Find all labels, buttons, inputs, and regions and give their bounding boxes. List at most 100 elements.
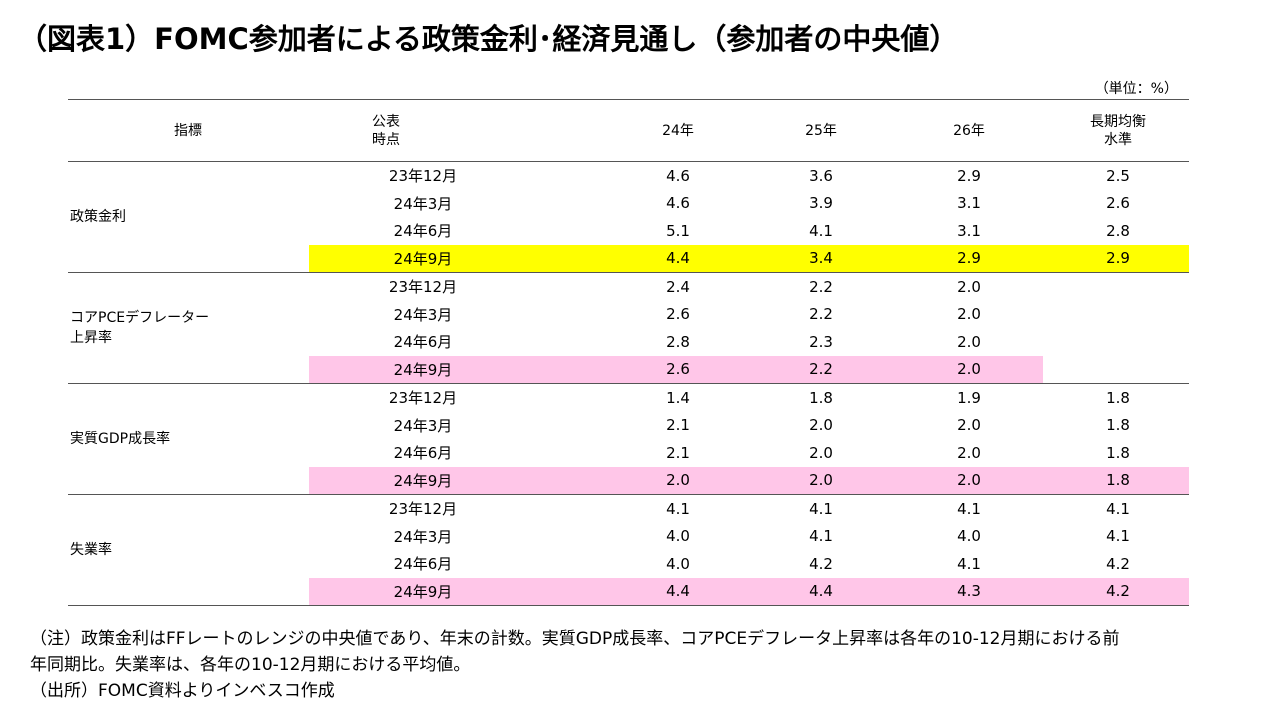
table-body: 政策金利 23年12月 4.6 3.6 2.9 2.5 24年3月 4.6 3.9 3.1 2.6 2… bbox=[68, 162, 1189, 606]
value-cell-v25: 2.0 bbox=[809, 443, 833, 462]
value-cell-v24: 4.1 bbox=[666, 499, 690, 518]
value-cell-v25: 4.4 bbox=[809, 582, 833, 601]
published-date-cell: 24年3月 bbox=[393, 305, 453, 324]
value-cell-lr: 2.9 bbox=[1106, 249, 1130, 268]
value-cell-v24: 5.1 bbox=[666, 221, 690, 240]
value-cell-v25: 2.3 bbox=[809, 332, 833, 351]
value-cell-v26: 2.0 bbox=[957, 416, 981, 435]
value-cell-v24: 4.0 bbox=[666, 527, 690, 546]
table-row: 23年12月 1.4 1.8 1.9 1.8 bbox=[68, 384, 1189, 412]
value-cell-lr: 2.5 bbox=[1106, 166, 1130, 185]
note-line-1: （注）政策金利はFFレートのレンジの中央値であり、年末の計数。実質GDP成長率、… bbox=[30, 629, 1120, 649]
table-row: 24年6月 2.1 2.0 2.0 1.8 bbox=[68, 439, 1189, 467]
table-row: 24年3月 4.6 3.9 3.1 2.6 bbox=[68, 190, 1189, 218]
value-cell-v26: 3.1 bbox=[957, 194, 981, 213]
value-cell-lr: 4.1 bbox=[1106, 499, 1130, 518]
unit-label: （単位：%） bbox=[1094, 81, 1178, 97]
value-cell-v26: 2.0 bbox=[957, 471, 981, 490]
value-cell-v26: 2.0 bbox=[957, 305, 981, 324]
table-row: 23年12月 4.6 3.6 2.9 2.5 bbox=[68, 162, 1189, 190]
published-date-cell: 24年9月 bbox=[393, 360, 453, 379]
value-cell-v25: 4.1 bbox=[809, 499, 833, 518]
value-cell-v24: 2.8 bbox=[666, 332, 690, 351]
value-cell-v26: 2.0 bbox=[957, 277, 981, 296]
value-cell-v26: 2.9 bbox=[957, 249, 981, 268]
value-cell-lr: 2.8 bbox=[1106, 221, 1130, 240]
value-cell-v26: 2.0 bbox=[957, 443, 981, 462]
indicator-group: 実質GDP成長率 23年12月 1.4 1.8 1.9 1.8 24年3月 2.1 2.0 2.0… bbox=[68, 384, 1189, 495]
value-cell-lr: 4.2 bbox=[1106, 582, 1130, 601]
table-row: 24年3月 2.6 2.2 2.0 bbox=[68, 301, 1189, 329]
value-cell-v24: 4.6 bbox=[666, 166, 690, 185]
header-y25: 25年 bbox=[805, 122, 837, 139]
header-longrun-line1: 長期均衡 bbox=[1090, 113, 1146, 130]
published-date-cell: 24年6月 bbox=[393, 444, 453, 463]
value-cell-lr: 1.8 bbox=[1106, 416, 1130, 435]
indicator-label-line1: 実質GDP成長率 bbox=[70, 431, 171, 447]
table-row: 24年9月 2.0 2.0 2.0 1.8 bbox=[68, 466, 1189, 494]
published-date-cell: 24年6月 bbox=[393, 222, 453, 241]
published-date-cell: 24年3月 bbox=[393, 416, 453, 435]
footnotes: （注）政策金利はFFレートのレンジの中央値であり、年末の計数。実質GDP成長率、… bbox=[30, 626, 1260, 704]
indicator-label-line2: 上昇率 bbox=[70, 330, 112, 346]
value-cell-lr bbox=[1058, 301, 1178, 329]
table-top-rule bbox=[68, 99, 1189, 100]
forecast-table: 指標 公表 時点 24年 25年 26年 長期均衡 水準 政策金利 23年12月 4.6… bbox=[68, 99, 1189, 606]
header-indicator: 指標 bbox=[174, 122, 202, 139]
value-cell-lr bbox=[1058, 273, 1178, 301]
published-date-cell: 23年12月 bbox=[388, 500, 458, 519]
value-cell-v25: 4.1 bbox=[809, 527, 833, 546]
published-date-cell: 24年3月 bbox=[393, 527, 453, 546]
value-cell-v25: 3.6 bbox=[809, 166, 833, 185]
value-cell-v26: 2.0 bbox=[957, 332, 981, 351]
source-line: （出所）FOMC資料よりインベスコ作成 bbox=[30, 681, 335, 701]
indicator-group: 政策金利 23年12月 4.6 3.6 2.9 2.5 24年3月 4.6 3.9 3.1 2.6 2… bbox=[68, 162, 1189, 273]
indicator-label: 政策金利 bbox=[70, 162, 270, 272]
value-cell-v26: 4.1 bbox=[957, 554, 981, 573]
indicator-label-line1: 失業率 bbox=[70, 542, 112, 558]
value-cell-v26: 2.9 bbox=[957, 166, 981, 185]
published-date-cell: 24年9月 bbox=[393, 471, 453, 490]
table-row: 23年12月 4.1 4.1 4.1 4.1 bbox=[68, 495, 1189, 523]
value-cell-v25: 2.2 bbox=[809, 277, 833, 296]
table-row: 24年9月 4.4 3.4 2.9 2.9 bbox=[68, 244, 1189, 272]
value-cell-v26: 2.0 bbox=[957, 360, 981, 379]
table-row: 24年6月 2.8 2.3 2.0 bbox=[68, 328, 1189, 356]
value-cell-v25: 2.2 bbox=[809, 360, 833, 379]
value-cell-v24: 4.4 bbox=[666, 249, 690, 268]
indicator-label: コアPCEデフレーター 上昇率 bbox=[70, 273, 270, 383]
header-y26: 26年 bbox=[953, 122, 985, 139]
latest-row-highlight bbox=[309, 244, 1189, 272]
value-cell-v24: 2.6 bbox=[666, 360, 690, 379]
value-cell-v26: 4.0 bbox=[957, 527, 981, 546]
value-cell-v26: 1.9 bbox=[957, 388, 981, 407]
value-cell-v24: 4.4 bbox=[666, 582, 690, 601]
value-cell-lr: 1.8 bbox=[1106, 471, 1130, 490]
value-cell-v24: 2.6 bbox=[666, 305, 690, 324]
indicator-group: コアPCEデフレーター 上昇率 23年12月 2.4 2.2 2.0 24年3月 2.6 2.2… bbox=[68, 273, 1189, 384]
published-date-cell: 24年9月 bbox=[393, 249, 453, 268]
header-published: 公表 時点 bbox=[326, 100, 446, 161]
value-cell-v25: 3.9 bbox=[809, 194, 833, 213]
table-row: 24年3月 4.0 4.1 4.0 4.1 bbox=[68, 523, 1189, 551]
value-cell-v25: 2.2 bbox=[809, 305, 833, 324]
value-cell-v24: 4.6 bbox=[666, 194, 690, 213]
latest-row-highlight bbox=[309, 577, 1189, 605]
indicator-label: 実質GDP成長率 bbox=[70, 384, 270, 494]
value-cell-v24: 2.4 bbox=[666, 277, 690, 296]
indicator-label-line1: コアPCEデフレーター bbox=[70, 310, 210, 326]
table-row: 24年6月 4.0 4.2 4.1 4.2 bbox=[68, 550, 1189, 578]
value-cell-v25: 2.0 bbox=[809, 416, 833, 435]
value-cell-v25: 4.1 bbox=[809, 221, 833, 240]
table-row: 24年9月 2.6 2.2 2.0 bbox=[68, 355, 1189, 383]
value-cell-v24: 4.0 bbox=[666, 554, 690, 573]
table-row: 23年12月 2.4 2.2 2.0 bbox=[68, 273, 1189, 301]
value-cell-lr bbox=[1058, 328, 1178, 356]
page-title: （図表1）FOMC参加者による政策金利･経済見通し（参加者の中央値） bbox=[18, 22, 959, 56]
note-line-2: 年同期比。失業率は、各年の10-12月期における平均値。 bbox=[30, 655, 471, 675]
indicator-label: 失業率 bbox=[70, 495, 270, 605]
table-row: 24年3月 2.1 2.0 2.0 1.8 bbox=[68, 412, 1189, 440]
value-cell-v24: 2.0 bbox=[666, 471, 690, 490]
header-longrun-line2: 水準 bbox=[1104, 131, 1132, 148]
published-date-cell: 24年9月 bbox=[393, 582, 453, 601]
